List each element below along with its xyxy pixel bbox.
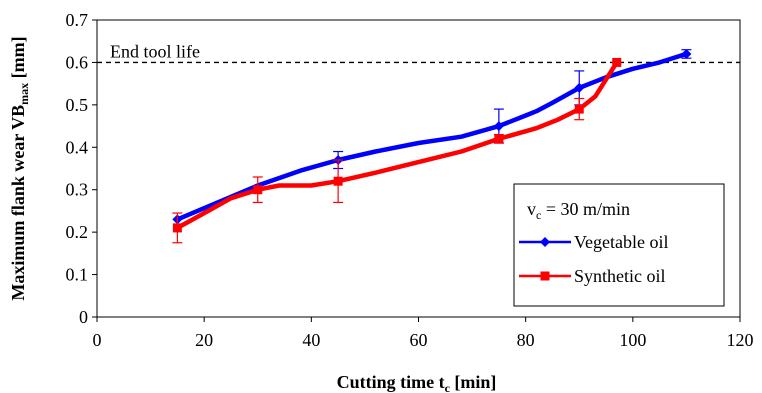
vegetable-oil-point <box>493 121 504 132</box>
y-tick-label: 0 <box>79 307 88 327</box>
vegetable-oil-point <box>574 82 585 93</box>
legend-synthetic-oil-label: Synthetic oil <box>574 266 666 286</box>
synthetic-oil-point <box>253 185 263 195</box>
synthetic-oil-point <box>172 223 182 233</box>
x-axis-title: Cutting time tc [min] <box>337 372 497 393</box>
vegetable-oil-point <box>681 48 692 59</box>
axis-labels: Cutting time tc [min] Maximum flank wear … <box>8 36 496 393</box>
y-tick-label: 0.3 <box>66 180 89 200</box>
series-layer <box>172 48 692 244</box>
y-tick-label: 0.6 <box>66 52 89 72</box>
reference-layer: End tool life <box>97 41 740 64</box>
synthetic-oil-point <box>612 57 622 67</box>
axes: 0 0.1 0.2 0.3 0.4 0.5 0.6 0.7 0 20 40 60 80 100 120 <box>66 10 754 350</box>
x-tick-label: 0 <box>93 330 102 350</box>
synthetic-oil-point <box>574 104 584 114</box>
end-tool-life-label: End tool life <box>110 41 200 61</box>
x-tick-label: 120 <box>727 330 754 350</box>
synthetic-oil-point <box>494 134 504 144</box>
legend-synthetic-oil-marker <box>540 271 550 281</box>
legend-vegetable-oil-marker <box>540 237 550 247</box>
x-tick-label: 20 <box>195 330 213 350</box>
legend: vc = 30 m/min Vegetable oil Synthetic oil <box>513 183 725 307</box>
y-axis-title: Maximum flank wear VBmax [mm] <box>8 36 31 300</box>
legend-box <box>513 183 725 307</box>
vegetable-oil-line <box>175 51 689 222</box>
synthetic-oil-line <box>175 60 620 231</box>
y-tick-label: 0.4 <box>66 137 89 157</box>
x-tick-label: 60 <box>410 330 428 350</box>
legend-condition: vc = 30 m/min <box>527 199 630 222</box>
legend-vegetable-oil-label: Vegetable oil <box>574 232 668 252</box>
y-tick-label: 0.7 <box>66 10 89 30</box>
x-tick-label: 40 <box>302 330 320 350</box>
synthetic-oil-point <box>333 176 343 186</box>
x-tick-label: 80 <box>517 330 535 350</box>
y-tick-label: 0.5 <box>66 95 89 115</box>
y-tick-label: 0.2 <box>66 222 89 242</box>
x-tick-label: 100 <box>619 330 646 350</box>
y-tick-label: 0.1 <box>66 265 89 285</box>
